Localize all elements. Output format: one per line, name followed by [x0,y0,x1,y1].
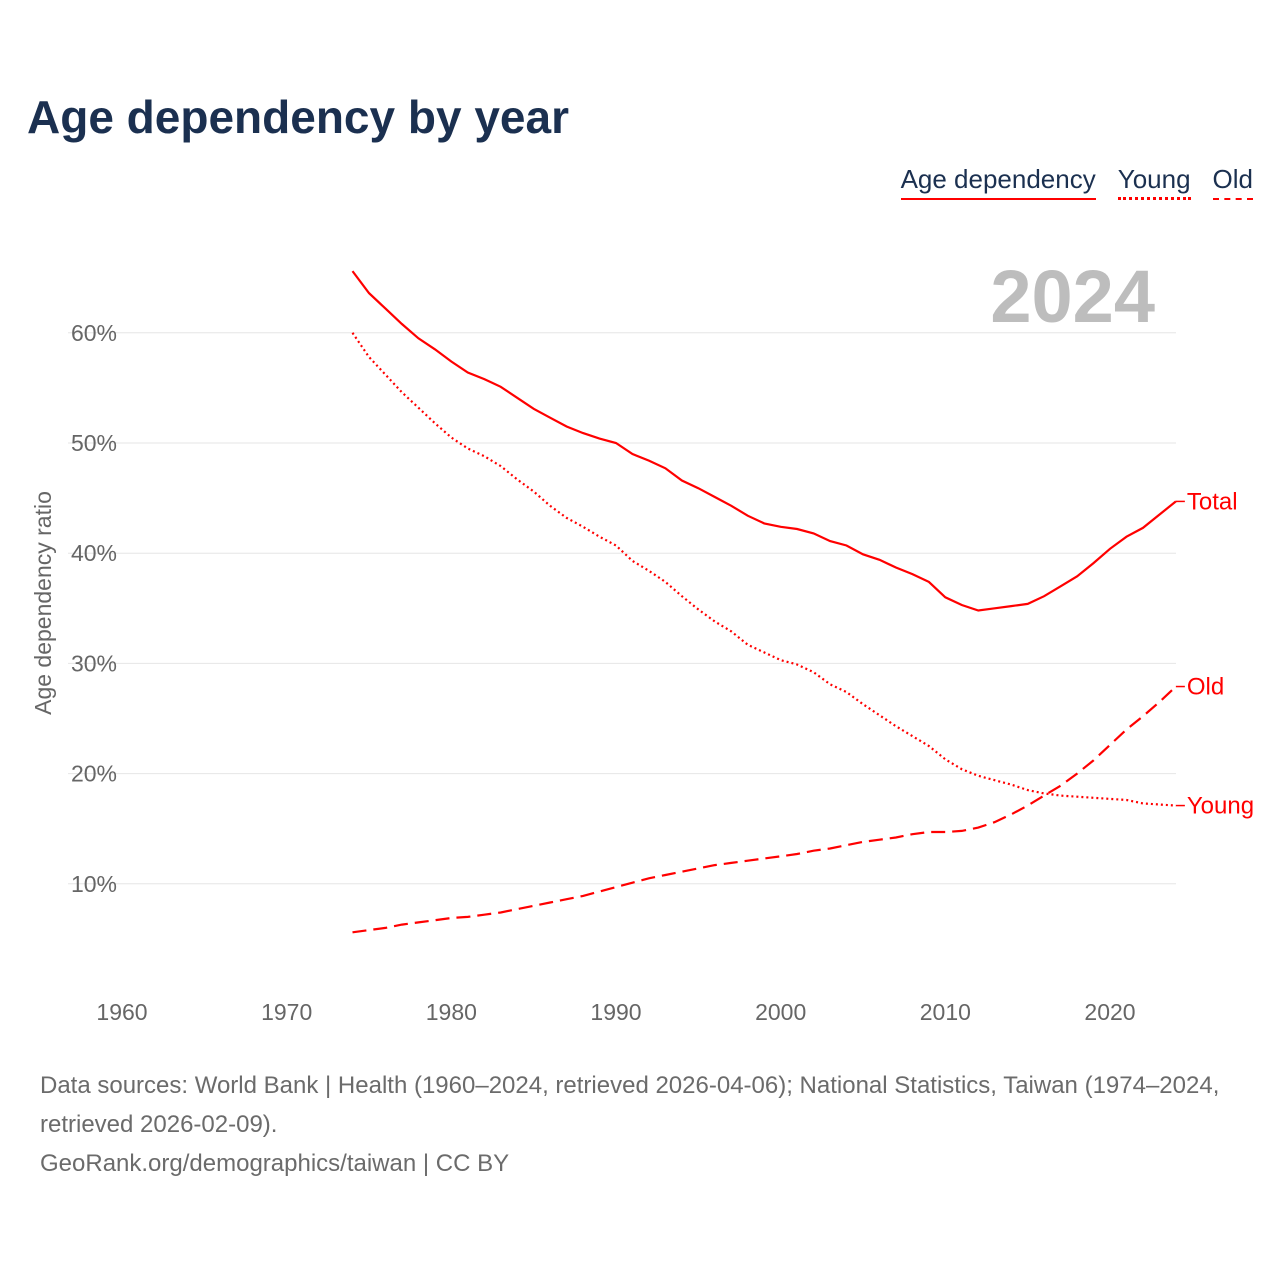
x-tick-label: 2020 [1084,999,1135,1025]
y-tick-label: 30% [71,650,117,676]
x-tick-label: 1960 [96,999,147,1025]
x-tick-label: 1990 [590,999,641,1025]
footer: Data sources: World Bank | Health (1960–… [40,1066,1250,1183]
y-axis-label: Age dependency ratio [30,491,56,715]
y-tick-label: 50% [71,430,117,456]
y-tick-label: 40% [71,540,117,566]
data-sources: Data sources: World Bank | Health (1960–… [40,1072,1220,1138]
x-tick-label: 2000 [755,999,806,1025]
series-line-total [351,270,1177,612]
series-label-young: Young [1187,793,1254,820]
series-labels: Total Young Old [1175,488,1254,820]
x-tick-label: 2010 [920,999,971,1025]
y-tick-label: 60% [71,320,117,346]
series-label-total: Total [1187,488,1238,515]
series-line-young [351,332,1176,807]
y-tick-label: 20% [71,761,117,787]
y-tick-label: 10% [71,871,117,897]
series-label-old: Old [1187,674,1224,701]
x-axis: 1960 1970 1980 1990 2000 2010 2020 [96,999,1135,1025]
x-tick-label: 1980 [426,999,477,1025]
credit: GeoRank.org/demographics/taiwan | CC BY [40,1150,510,1177]
year-watermark: 2024 [990,255,1155,338]
x-tick-label: 1970 [261,999,312,1025]
y-axis: 10% 20% 30% 40% 50% 60% [71,320,117,897]
page-title: Age dependency by year [27,91,569,143]
series-line-old [352,685,1177,934]
legend-item-old[interactable]: Old [1212,164,1253,200]
gridlines [68,332,1176,885]
legend-item-total[interactable]: Age dependency [900,164,1096,200]
legend-item-young[interactable]: Young [1117,164,1191,200]
series-lines [351,270,1177,934]
legend: Age dependency Young Old [900,164,1253,200]
